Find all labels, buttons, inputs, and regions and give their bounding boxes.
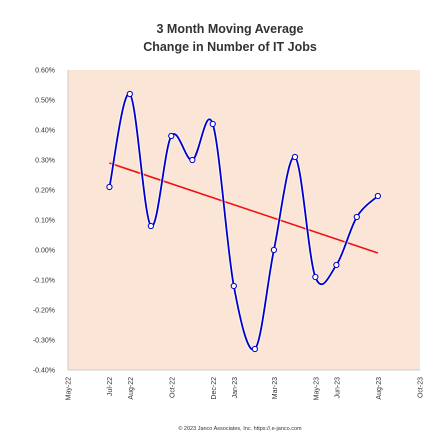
data-point <box>312 273 319 281</box>
y-tick-label: 0.50% <box>35 98 55 105</box>
y-tick-label: 0.20% <box>35 188 55 195</box>
x-tick-label: Jul-22 <box>107 377 114 396</box>
x-axis-ticks: May-22 Jul-22 Aug-22 Oct-22 Dec-22 Jan-23 Mar-… <box>66 377 425 400</box>
y-tick-label: 0.60% <box>35 68 55 75</box>
y-tick-label: -0.10% <box>33 278 55 285</box>
y-axis-ticks: 0.60% 0.50% 0.40% 0.30% 0.20% 0.10% 0.00% -0.10… <box>33 68 55 375</box>
trendline <box>109 162 379 254</box>
footnote: © 2023 Janco Associates, Inc. https://.e… <box>178 425 302 432</box>
x-tick-label: May-22 <box>66 377 73 400</box>
y-tick-label: 0.00% <box>35 248 55 255</box>
data-point <box>230 282 237 290</box>
y-tick-label: -0.30% <box>33 338 55 345</box>
x-tick-label: Oct-22 <box>169 377 176 398</box>
data-point <box>106 183 113 191</box>
chart-title-line-2: Change in Number of IT Jobs <box>143 40 317 54</box>
y-tick-label: 0.30% <box>35 158 55 165</box>
x-tick-label: Mar-23 <box>272 377 279 399</box>
data-point <box>270 246 277 254</box>
data-point <box>168 132 175 140</box>
x-tick-label: Jan-23 <box>232 377 239 399</box>
y-tick-label: 0.10% <box>35 218 55 225</box>
y-tick-label: -0.20% <box>33 308 55 315</box>
data-point <box>291 153 299 161</box>
data-point <box>374 192 381 200</box>
plot-area <box>68 70 420 370</box>
axis-lines <box>67 70 420 371</box>
data-point <box>147 222 155 230</box>
data-point <box>126 90 133 98</box>
series-layer <box>106 90 381 353</box>
data-point <box>333 261 340 269</box>
x-tick-label: Aug-22 <box>128 377 135 400</box>
x-tick-label: May-23 <box>314 377 321 400</box>
data-point <box>209 120 216 128</box>
y-tick-label: -0.40% <box>33 368 55 375</box>
data-point <box>353 213 360 221</box>
x-tick-label: Aug-23 <box>376 377 383 400</box>
x-tick-label: Jun-23 <box>335 377 342 399</box>
data-point <box>251 345 258 353</box>
x-tick-label: Dec-22 <box>211 377 218 400</box>
x-tick-label: Oct-23 <box>418 377 425 398</box>
data-point <box>189 156 196 164</box>
y-tick-label: 0.40% <box>35 128 55 135</box>
chart-title-line-1: 3 Month Moving Average <box>156 22 303 36</box>
